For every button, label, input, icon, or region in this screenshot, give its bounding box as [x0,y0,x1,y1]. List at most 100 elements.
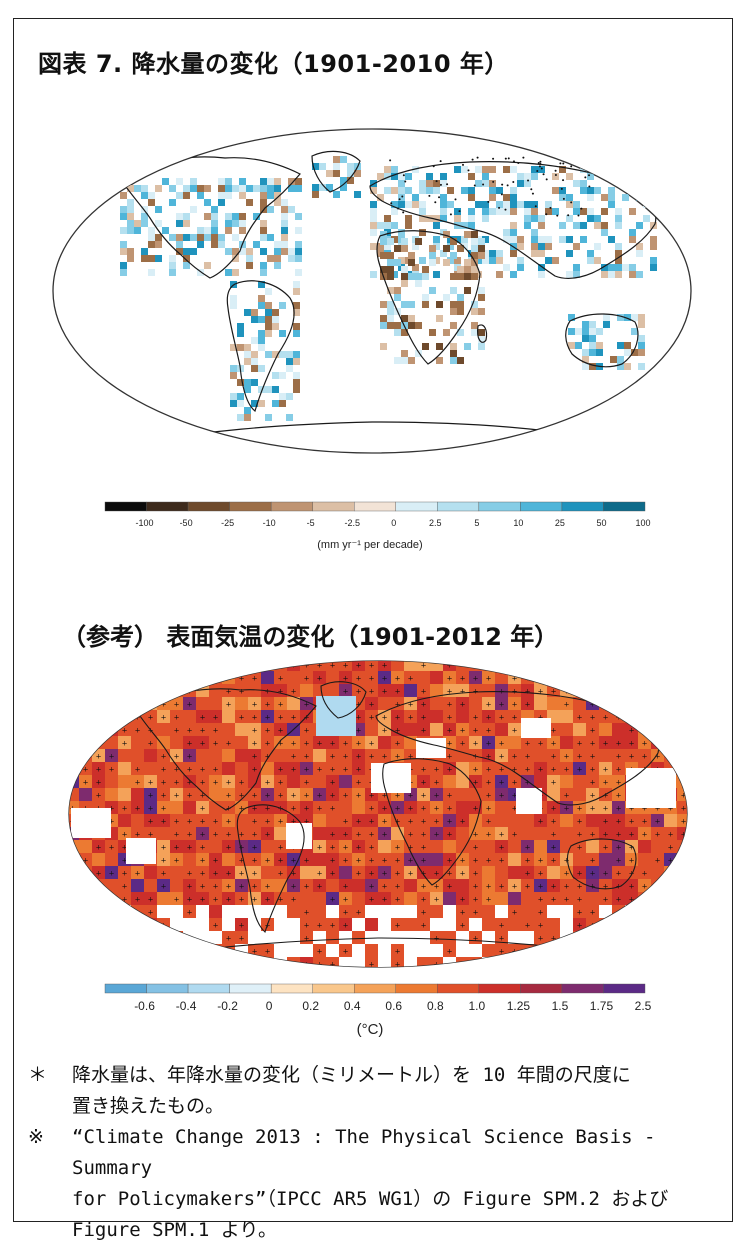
significance-dot [487,200,490,203]
temp-cell [443,710,456,723]
precip-cell [503,229,510,236]
colorbar-tick-label: 1.25 [507,999,531,1013]
temp-cell [196,840,209,853]
temp-cell [469,684,482,697]
significance-plus: + [434,896,440,904]
temp-cell [573,905,586,918]
significance-plus: + [616,935,622,943]
precip-cell [471,252,478,259]
colorbar-tick-label: 1.5 [552,999,569,1013]
significance-plus: + [109,896,115,904]
temp-cell [235,775,248,788]
temp-cell [638,827,651,840]
precip-cell [471,308,478,315]
temp-cell [144,661,157,671]
precip-cell [603,314,610,321]
temp-cell [404,684,417,697]
significance-plus: + [590,961,596,969]
temp-cell [339,775,352,788]
temp-cell [352,749,365,762]
precip-cell [211,213,218,220]
significance-plus: + [447,662,453,670]
temp-cell [209,736,222,749]
precip-cell [440,173,447,180]
precip-cell [638,314,645,321]
significance-plus: + [616,675,622,683]
temp-cell [248,931,261,944]
temp-cell [118,957,131,967]
precip-cell [148,241,155,248]
temp-cell [209,931,222,944]
significance-plus: + [304,922,310,930]
precip-cell [169,185,176,192]
significance-plus: + [447,831,453,839]
temp-cell [261,788,274,801]
precip-cell [134,227,141,234]
precip-cell [433,222,440,229]
precip-cell [155,206,162,213]
temp-cell [625,697,638,710]
temp-cell [495,723,508,736]
precip-cell [272,351,279,358]
precip-cell [211,234,218,241]
significance-plus: + [369,805,375,813]
temp-cell [586,931,599,944]
temp-cell [69,853,79,866]
significance-plus: + [369,701,375,709]
significance-plus: + [499,792,505,800]
significance-plus: + [460,701,466,709]
temp-cell [508,814,521,827]
temp-cell [443,671,456,684]
precip-cell [478,252,485,259]
temp-cell [339,879,352,892]
temp-cell [157,840,170,853]
temp-cell [495,697,508,710]
significance-plus: + [395,870,401,878]
significance-plus: + [304,883,310,891]
temp-cell [586,684,599,697]
significance-plus: + [525,740,531,748]
significance-plus: + [473,935,479,943]
temp-cell [560,788,573,801]
temp-cell [326,671,339,684]
precip-cell [587,208,594,215]
significance-plus: + [304,753,310,761]
significance-plus: + [590,753,596,761]
precip-cell [347,170,354,177]
precip-cell [230,372,237,379]
precip-cell [197,227,204,234]
precip-cell [471,245,478,252]
significance-plus: + [551,805,557,813]
significance-plus: + [395,857,401,865]
temp-cell [690,918,691,931]
significance-plus: + [252,818,258,826]
significance-plus: + [161,818,167,826]
temp-cell [326,918,339,931]
precip-cell [650,236,657,243]
precip-cell [429,259,436,266]
temp-cell [677,736,687,749]
significance-plus: + [421,792,427,800]
precip-cell [636,271,643,278]
colorbar-swatch [603,983,646,994]
temp-cell [287,684,300,697]
significance-plus: + [421,844,427,852]
temp-cell [664,840,677,853]
temp-cell [586,892,599,905]
temp-cell [651,671,664,684]
precip-cell [433,187,440,194]
colorbar-swatch [354,983,396,994]
precip-cell [471,259,478,266]
significance-plus: + [161,792,167,800]
temp-cell [560,661,573,671]
temp-cell [339,840,352,853]
significance-plus: + [369,792,375,800]
precip-cell [272,309,279,316]
temp-cell [495,879,508,892]
temp-cell [235,892,248,905]
significance-plus: + [512,831,518,839]
significance-plus: + [200,818,206,826]
significance-plus: + [187,753,193,761]
precip-cell [475,271,482,278]
significance-plus: + [70,753,76,761]
